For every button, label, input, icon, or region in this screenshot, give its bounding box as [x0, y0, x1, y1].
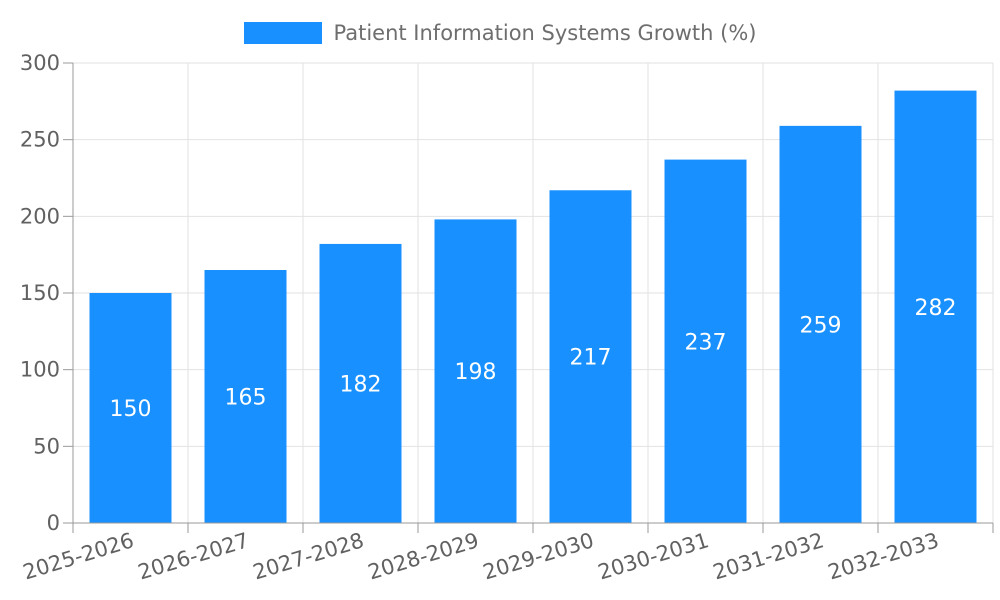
x-tick-label: 2029-2030 [480, 528, 596, 584]
bar-value-label: 150 [110, 397, 152, 422]
bar-value-label: 182 [340, 372, 382, 397]
bar-value-label: 165 [225, 386, 267, 411]
bar-2029-2030[interactable] [549, 190, 632, 523]
bar-2028-2029[interactable] [434, 219, 517, 523]
y-tick-label: 50 [33, 434, 60, 458]
x-tick-label: 2030-2031 [595, 528, 711, 584]
x-tick-label: 2027-2028 [250, 528, 366, 584]
bar-2027-2028[interactable] [319, 243, 402, 523]
bar-value-label: 282 [915, 296, 957, 321]
legend-item[interactable]: Patient Information Systems Growth (%) [0, 21, 1000, 45]
bar-2030-2031[interactable] [664, 159, 747, 523]
x-tick-label: 2025-2026 [20, 528, 136, 584]
x-tick-label: 2028-2029 [365, 528, 481, 584]
legend-swatch-icon [243, 22, 322, 44]
bar-2025-2026[interactable] [89, 293, 172, 523]
y-tick-label: 100 [20, 358, 60, 382]
x-tick-label: 2031-2032 [710, 528, 826, 584]
bar-2032-2033[interactable] [894, 90, 977, 523]
bar-value-label: 259 [800, 313, 842, 338]
y-tick-label: 150 [20, 281, 60, 305]
bar-value-label: 217 [570, 346, 612, 371]
bar-2026-2027[interactable] [204, 270, 287, 523]
bar-value-label: 198 [455, 360, 497, 385]
y-tick-label: 0 [47, 511, 60, 535]
bar-2031-2032[interactable] [779, 125, 862, 523]
y-tick-label: 250 [20, 128, 60, 152]
y-tick-label: 300 [20, 51, 60, 75]
legend-label: Patient Information Systems Growth (%) [333, 21, 757, 45]
bar-value-label: 237 [685, 330, 727, 355]
x-tick-label: 2026-2027 [135, 528, 251, 584]
x-tick-label: 2032-2033 [825, 528, 941, 584]
y-tick-label: 200 [20, 204, 60, 228]
